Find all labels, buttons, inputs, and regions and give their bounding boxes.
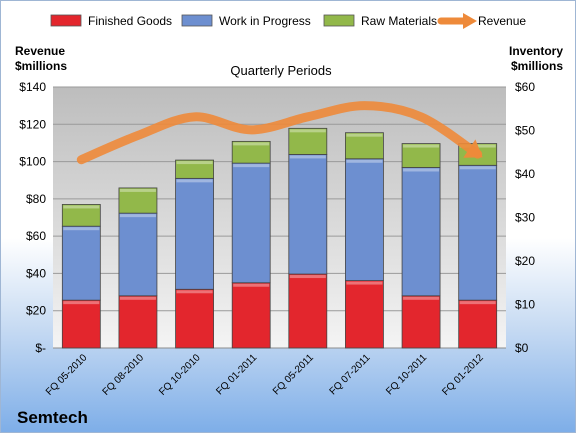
bar-raw-materials xyxy=(118,187,158,214)
bar-work-in-progress xyxy=(61,225,101,301)
bar-highlight xyxy=(63,205,100,209)
x-tick-label: FQ 01-2011 xyxy=(214,352,259,397)
right-axis-label-line-1: Inventory xyxy=(509,44,563,58)
bar-highlight xyxy=(403,144,440,148)
right-tick-label: $50 xyxy=(515,124,535,138)
bar-highlight xyxy=(233,164,270,168)
bar-finished-goods xyxy=(288,273,328,349)
bar-finished-goods xyxy=(61,299,101,349)
bar-raw-materials xyxy=(231,140,271,164)
right-tick-label: $10 xyxy=(515,298,535,312)
legend-label-work-in-progress: Work in Progress xyxy=(219,14,311,28)
legend-swatch-raw-materials xyxy=(323,14,355,27)
bar-finished-goods xyxy=(175,288,214,349)
x-tick-label: FQ 10-2010 xyxy=(157,352,203,398)
chart-title: Quarterly Periods xyxy=(230,63,332,78)
bar-highlight xyxy=(403,168,440,172)
bar-highlight xyxy=(176,161,213,165)
left-tick-label: $80 xyxy=(26,192,46,206)
left-tick-label: $40 xyxy=(26,266,46,280)
legend: Finished Goods Work in Progress Raw Materi… xyxy=(50,13,526,29)
bar-work-in-progress xyxy=(288,154,328,275)
revenue-line xyxy=(76,101,483,165)
right-tick-label: $60 xyxy=(515,80,535,94)
left-tick-label: $60 xyxy=(26,229,46,243)
legend-label-finished-goods: Finished Goods xyxy=(88,14,172,28)
legend-swatch-finished-goods xyxy=(50,14,82,27)
bar-highlight xyxy=(346,133,383,137)
left-tick-label: $120 xyxy=(19,117,46,131)
x-tick-label: FQ 05-2011 xyxy=(271,352,316,397)
bars xyxy=(61,127,498,349)
left-tick-label: $100 xyxy=(19,155,46,169)
bar-highlight xyxy=(346,281,383,285)
bar-highlight xyxy=(176,179,213,183)
company-name: Semtech xyxy=(17,408,88,427)
left-tick-label: $- xyxy=(35,341,46,355)
x-tick-label: FQ 01-2012 xyxy=(440,352,486,398)
bar-highlight xyxy=(233,283,270,287)
bar-highlight xyxy=(459,166,496,170)
bar-highlight xyxy=(289,155,326,159)
bar-highlight xyxy=(459,301,496,305)
left-tick-label: $140 xyxy=(19,80,46,94)
bar-raw-materials xyxy=(288,127,328,155)
legend-swatch-revenue-arrowhead xyxy=(463,13,477,29)
bar-highlight xyxy=(176,290,213,294)
bar-highlight xyxy=(403,296,440,300)
left-axis-label-line-2: $millions xyxy=(15,59,67,73)
left-tick-label: $20 xyxy=(26,304,46,318)
bar-work-in-progress xyxy=(345,158,384,281)
bar-work-in-progress xyxy=(458,164,498,301)
bar-highlight xyxy=(119,214,156,218)
x-axis: FQ 05-2010 FQ 08-2010 FQ 10-2010 FQ 01-2011… xyxy=(44,352,486,398)
right-axis-label-line-2: $millions xyxy=(511,59,563,73)
bar-highlight xyxy=(289,275,326,279)
bar-finished-goods xyxy=(401,295,441,349)
right-axis: $0 $10 $20 $30 $40 $50 $60 xyxy=(515,80,535,355)
bar-highlight xyxy=(63,301,100,305)
bar-work-in-progress xyxy=(118,212,158,297)
bar-highlight xyxy=(119,188,156,192)
revenue-arrowhead xyxy=(463,139,483,158)
right-tick-label: $40 xyxy=(515,167,535,181)
bar-raw-materials xyxy=(61,204,101,227)
legend-swatch-work-in-progress xyxy=(181,14,213,27)
left-axis: $- $20 $40 $60 $80 $100 $120 $140 xyxy=(19,80,46,355)
x-tick-label: FQ 08-2010 xyxy=(101,352,147,398)
bar-raw-materials xyxy=(401,143,441,168)
bar-finished-goods xyxy=(118,295,158,349)
bar-raw-materials xyxy=(345,132,384,160)
right-tick-label: $30 xyxy=(515,211,535,225)
x-tick-label: FQ 07-2011 xyxy=(328,352,373,397)
right-tick-label: $20 xyxy=(515,254,535,268)
legend-label-raw-materials: Raw Materials xyxy=(361,14,437,28)
bar-work-in-progress xyxy=(231,162,271,284)
bar-finished-goods xyxy=(231,282,271,349)
bar-work-in-progress xyxy=(175,177,214,290)
right-tick-label: $0 xyxy=(515,341,529,355)
bar-work-in-progress xyxy=(401,167,441,297)
bar-highlight xyxy=(346,159,383,163)
bar-finished-goods xyxy=(345,280,384,349)
x-tick-label: FQ 10-2011 xyxy=(384,352,429,397)
x-tick-label: FQ 05-2010 xyxy=(44,352,90,398)
bar-highlight xyxy=(289,129,326,133)
bar-highlight xyxy=(233,142,270,146)
bar-highlight xyxy=(63,227,100,231)
bar-highlight xyxy=(119,296,156,300)
bar-raw-materials xyxy=(175,159,214,179)
revenue-line-path xyxy=(76,101,483,165)
left-axis-label-line-1: Revenue xyxy=(15,44,65,58)
legend-label-revenue: Revenue xyxy=(478,14,526,28)
bar-finished-goods xyxy=(458,299,498,349)
